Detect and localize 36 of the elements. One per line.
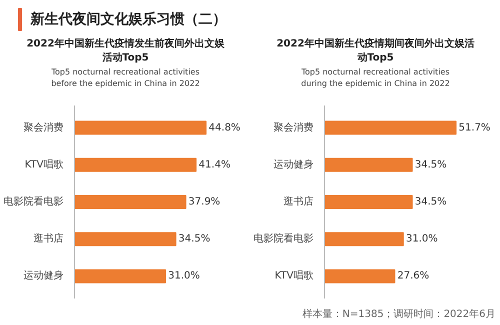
text: 新生代夜间文化娱乐习惯（二）: [30, 10, 226, 28]
y-tick-label: 运动健身: [274, 158, 314, 170]
bar: [74, 195, 186, 209]
data-label: 51.7%: [458, 122, 490, 134]
bar: [324, 269, 396, 284]
data-label: 34.5%: [178, 234, 210, 245]
data-label: 37.9%: [188, 196, 220, 208]
data-label: 34.5%: [414, 196, 447, 208]
chart-title: 2022年中国新生代疫情期间夜间外出文娱活动Top5: [276, 38, 474, 64]
bar: [324, 195, 413, 209]
data-label: 41.4%: [198, 159, 230, 170]
data-label: 31.0%: [168, 270, 200, 282]
y-tick-label: KTV唱歌: [24, 159, 64, 170]
chart-subtitle: Top5 nocturnal recreational activities before the epidemic in China in 2022: [50, 68, 200, 88]
y-tick-label: 电影院看电影: [4, 196, 64, 208]
bar: [324, 232, 404, 246]
y-tick-label: 逛书店: [34, 232, 64, 245]
chart-title: 2022年中国新生代疫情发生前夜间外出文娱活动Top5: [26, 38, 226, 64]
bar: [74, 269, 166, 284]
bar: [74, 232, 176, 246]
data-label: 34.5%: [414, 159, 447, 170]
chart-subtitle: Top5 nocturnal recreational activities during the epidemic in China in 2022: [300, 68, 450, 88]
data-label: 31.0%: [406, 234, 438, 245]
data-label: 27.6%: [397, 270, 430, 282]
bar: [74, 158, 197, 172]
y-tick-label: 逛书店: [284, 196, 314, 208]
y-tick-label: 聚会消费: [274, 121, 314, 134]
y-tick-label: KTV唱歌: [274, 270, 314, 282]
y-tick-label: 运动健身: [24, 270, 64, 282]
bar: [324, 158, 413, 172]
y-tick-label: 电影院看电影: [254, 232, 314, 245]
text: 样本量：N=1385；调研时间：2022年6月: [302, 308, 496, 320]
data-label: 44.8%: [208, 122, 240, 134]
y-tick-label: 聚会消费: [24, 121, 64, 134]
bar: [74, 120, 207, 135]
bar: [324, 120, 457, 135]
